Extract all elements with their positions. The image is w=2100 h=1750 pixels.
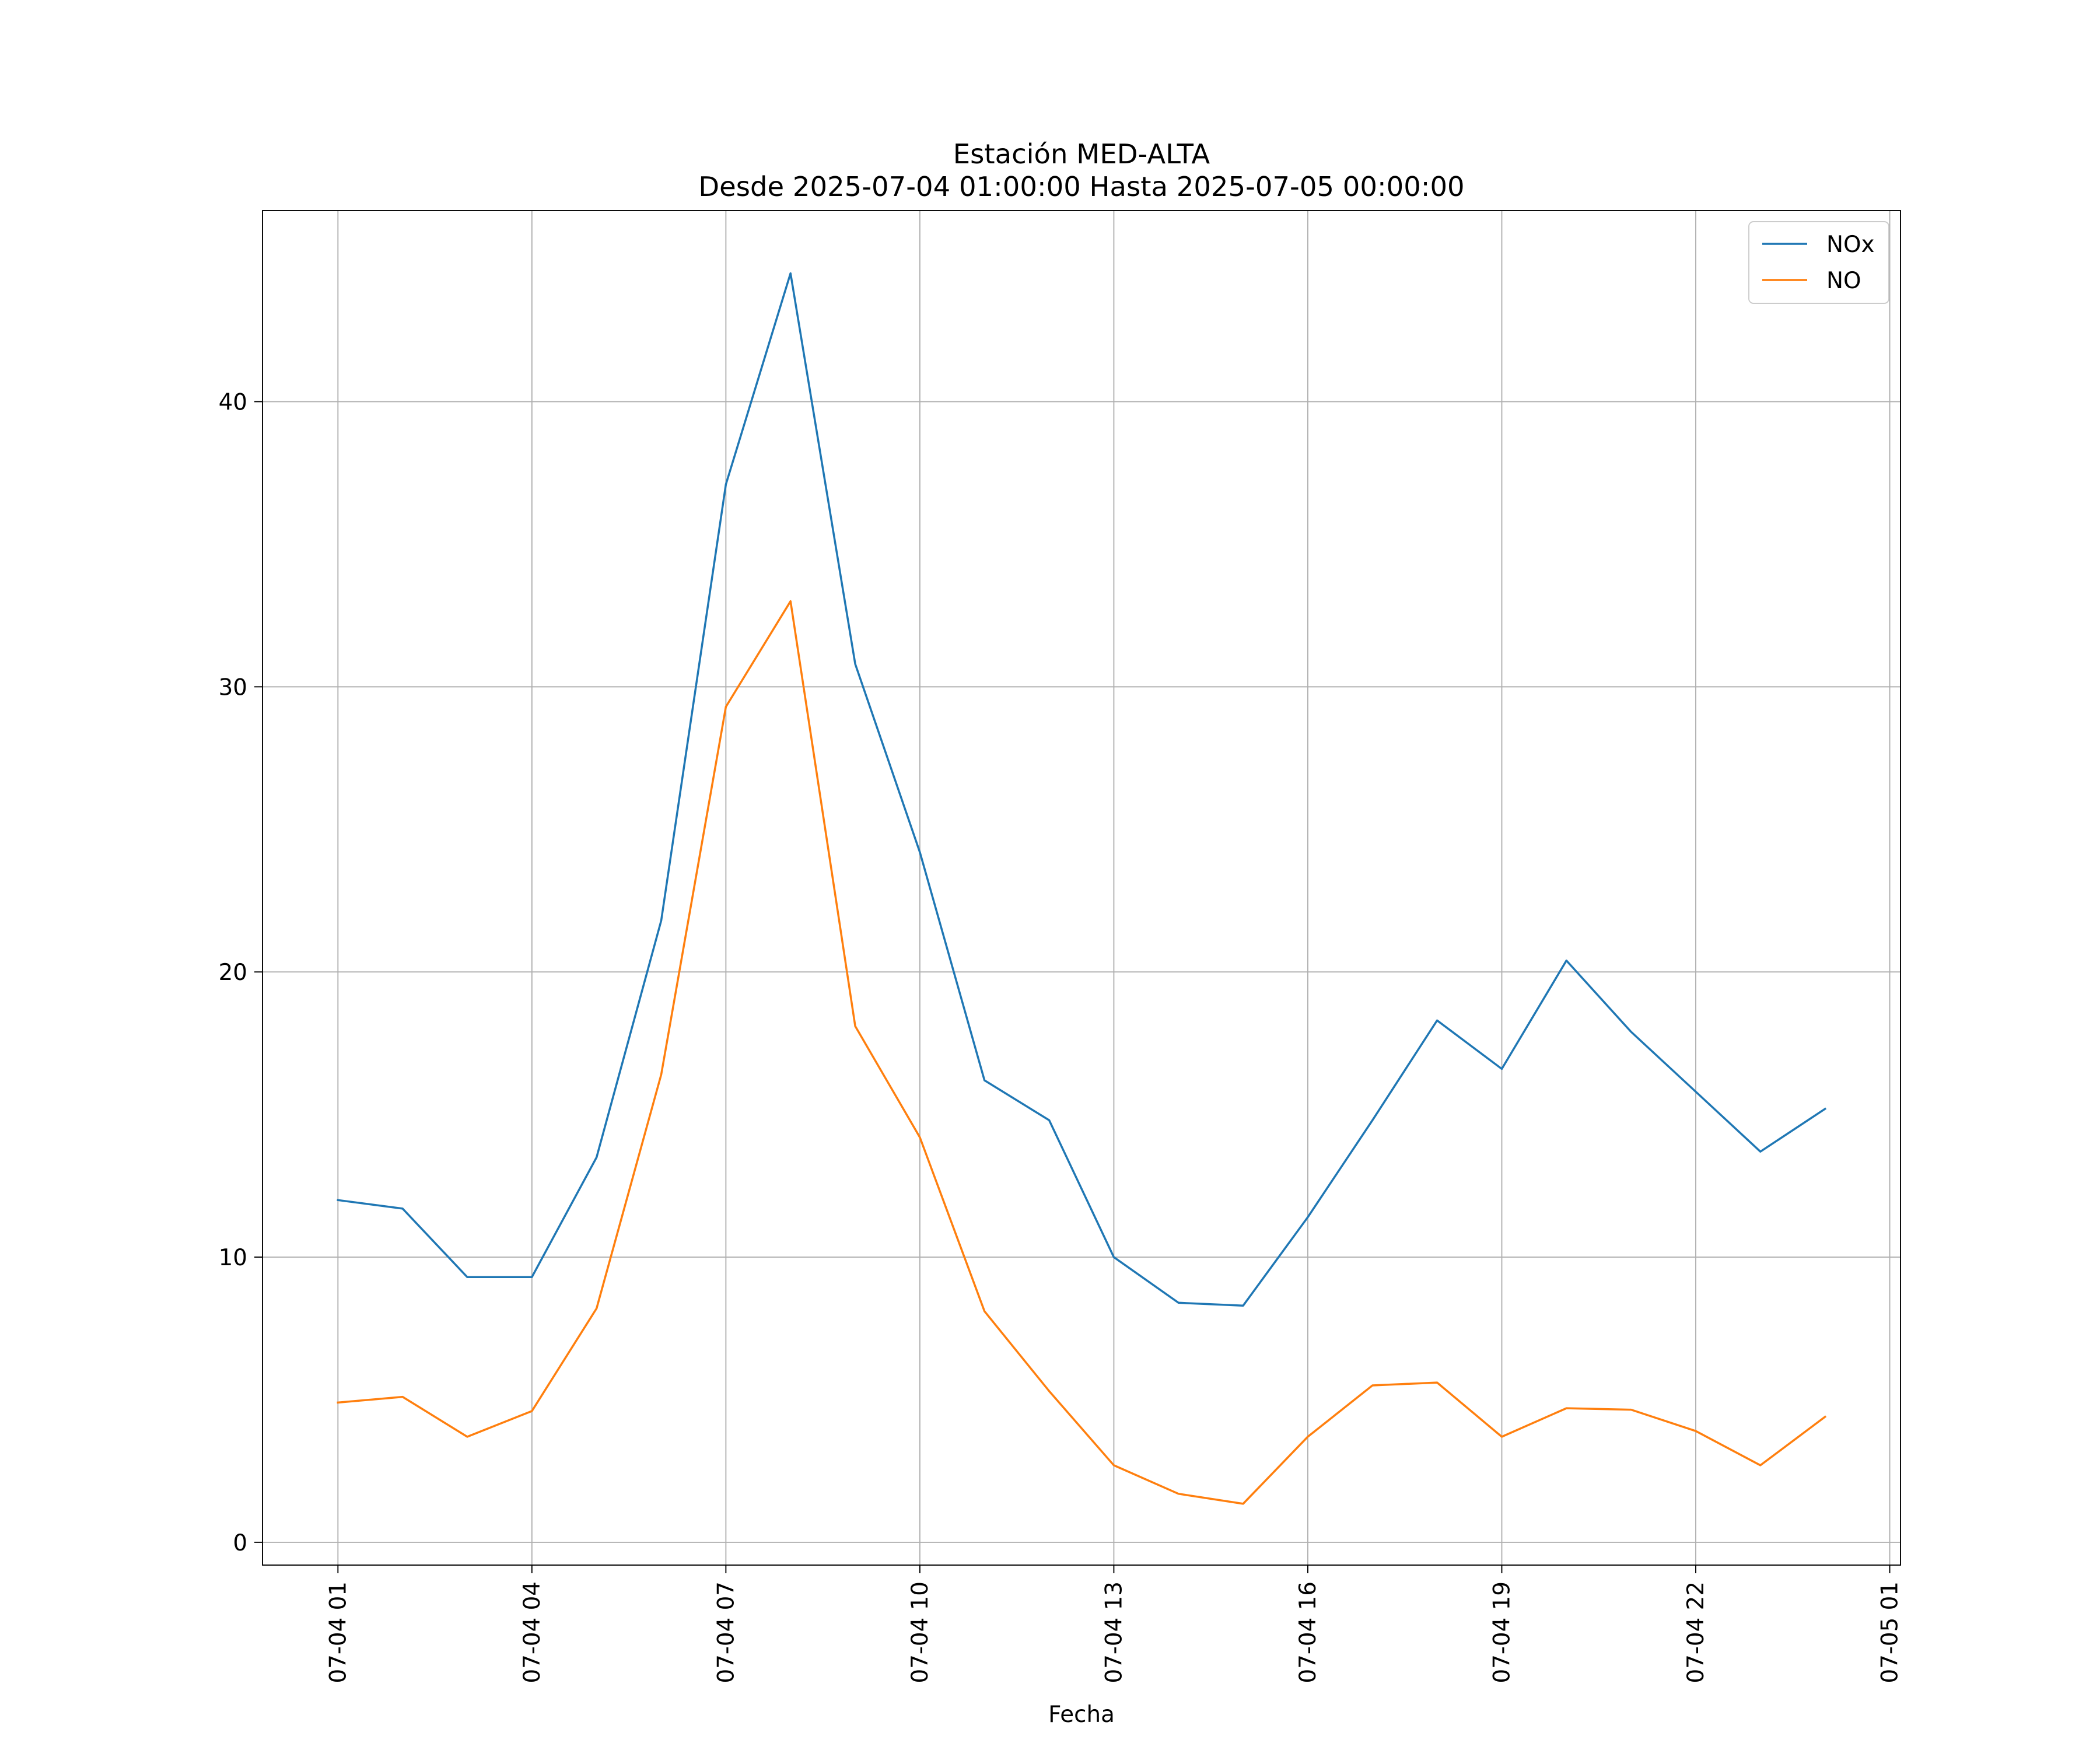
x-axis: 07-04 01 07-04 04 07-04 07 07-04 10 07-04 13… [325, 1565, 1903, 1683]
y-tick-label: 30 [219, 674, 247, 701]
legend: NOx NO [1748, 221, 1889, 304]
legend-box [1748, 221, 1889, 304]
series-line-nox [337, 272, 1827, 1307]
x-axis-label: Fecha [1048, 1702, 1115, 1728]
chart-title-line-2: Desde 2025-07-04 01:00:00 Hasta 2025-07-… [698, 171, 1464, 202]
x-tick-label: 07-04 04 [519, 1581, 545, 1683]
x-tick-label: 07-04 01 [325, 1581, 351, 1683]
y-tick-label: 20 [219, 960, 247, 986]
legend-label-no: NO [1826, 268, 1861, 294]
chart-title-line-1: Estación MED-ALTA [953, 138, 1210, 170]
x-tick-label: 07-04 13 [1101, 1581, 1127, 1683]
y-axis: 0 10 20 30 40 [219, 390, 262, 1556]
x-tick-label: 07-04 07 [713, 1581, 739, 1683]
series-line-no [337, 600, 1827, 1505]
series-lines [337, 272, 1827, 1505]
x-tick-label: 07-04 19 [1489, 1581, 1515, 1683]
x-tick-label: 07-04 10 [907, 1581, 933, 1683]
x-tick-label: 07-05 01 [1877, 1581, 1903, 1683]
grid-lines [262, 211, 1901, 1565]
y-tick-label: 0 [233, 1530, 247, 1556]
y-tick-label: 40 [219, 390, 247, 416]
legend-label-nox: NOx [1826, 232, 1875, 258]
y-tick-label: 10 [219, 1245, 247, 1271]
plot-area-frame [262, 210, 1901, 1566]
x-tick-label: 07-04 16 [1295, 1581, 1321, 1683]
x-tick-label: 07-04 22 [1683, 1581, 1709, 1683]
